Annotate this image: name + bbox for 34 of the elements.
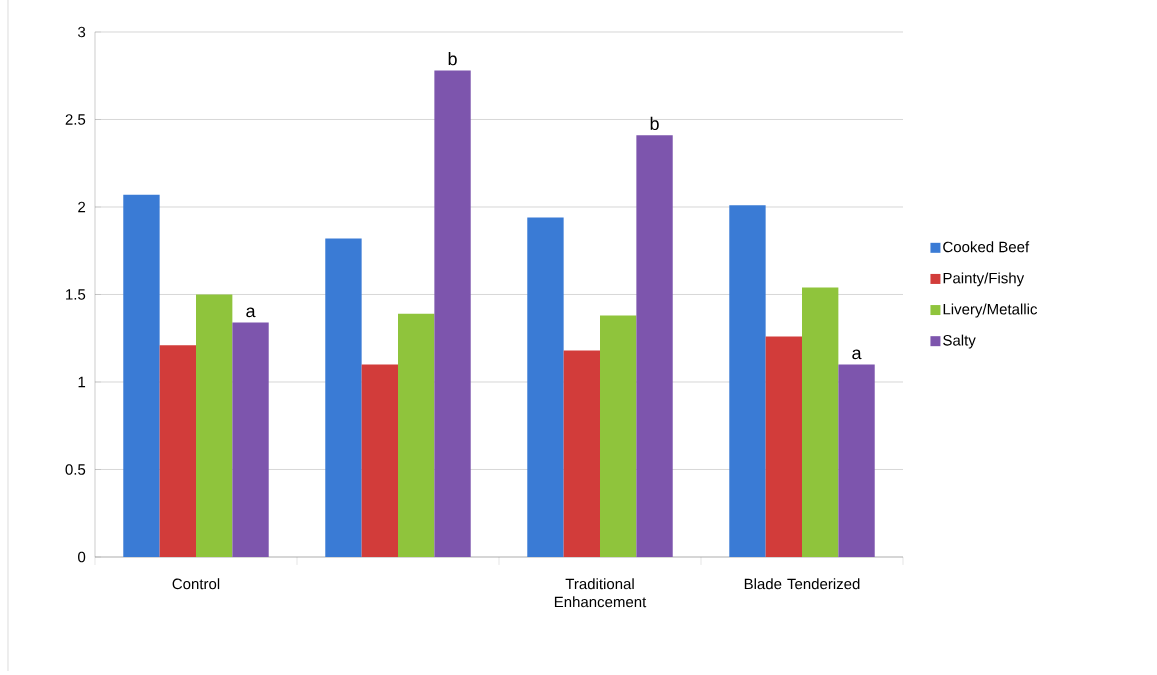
y-tick-label: 1	[78, 376, 86, 388]
bar	[123, 194, 160, 557]
bar	[600, 315, 637, 557]
bar	[636, 135, 673, 557]
bar	[802, 287, 839, 557]
bar	[527, 217, 564, 557]
y-tick-label: 1.5	[66, 289, 86, 300]
y-tick-label: 2.5	[65, 114, 86, 125]
bar	[838, 364, 875, 557]
bar	[232, 322, 269, 557]
legend-label: Painty/Fishy	[943, 272, 1025, 287]
y-tick-label: 3	[78, 26, 86, 38]
bar	[765, 336, 803, 557]
bar	[361, 364, 398, 557]
annotation: a	[246, 307, 256, 318]
bar	[159, 345, 196, 557]
legend-label: Cooked Beef	[943, 241, 1030, 253]
bar	[325, 238, 362, 557]
y-tick-label: 2	[78, 201, 86, 213]
annotation: b	[448, 52, 457, 66]
bar	[434, 70, 471, 557]
y-tick-label: 0.5	[65, 464, 86, 475]
legend-label: Livery/Metallic	[943, 303, 1038, 318]
x-tick-label: Blade Tenderized	[744, 578, 860, 590]
bar	[563, 350, 600, 557]
annotation: b	[650, 116, 659, 131]
y-tick-label: 0	[78, 551, 86, 563]
legend-label: Salty	[943, 334, 976, 349]
bar	[729, 205, 766, 557]
x-tick-label: Control	[172, 578, 220, 590]
annotation: a	[852, 349, 862, 360]
bar	[196, 294, 233, 557]
bar	[398, 313, 435, 557]
x-tick-label: Traditional Enhancement	[554, 578, 647, 608]
